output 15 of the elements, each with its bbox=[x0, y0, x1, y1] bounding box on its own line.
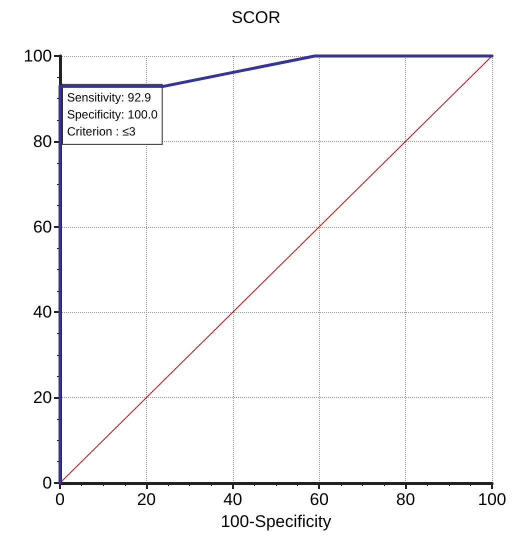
y-tick-label: 80 bbox=[33, 132, 52, 151]
annotation: Sensitivity: 92.9 Specificity: 100.0 Criterion : ≤3 bbox=[67, 90, 158, 138]
y-tick-label: 0 bbox=[42, 474, 52, 492]
x-tick-label: 100 bbox=[478, 490, 506, 509]
x-axis-title: 100-Specificity bbox=[220, 512, 332, 531]
x-tick-label: 80 bbox=[396, 490, 416, 509]
y-tick-label: 40 bbox=[33, 302, 52, 322]
y-tick-label: 60 bbox=[33, 217, 52, 236]
x-tick-label: 40 bbox=[223, 490, 242, 509]
x-tick-label: 20 bbox=[136, 490, 156, 509]
x-tick-label: 0 bbox=[55, 490, 65, 509]
y-tick-label: 20 bbox=[33, 388, 52, 408]
y-tick-label: 100 bbox=[24, 46, 52, 66]
x-tick-label: 60 bbox=[310, 490, 329, 509]
chart-title: SCOR bbox=[231, 8, 281, 27]
